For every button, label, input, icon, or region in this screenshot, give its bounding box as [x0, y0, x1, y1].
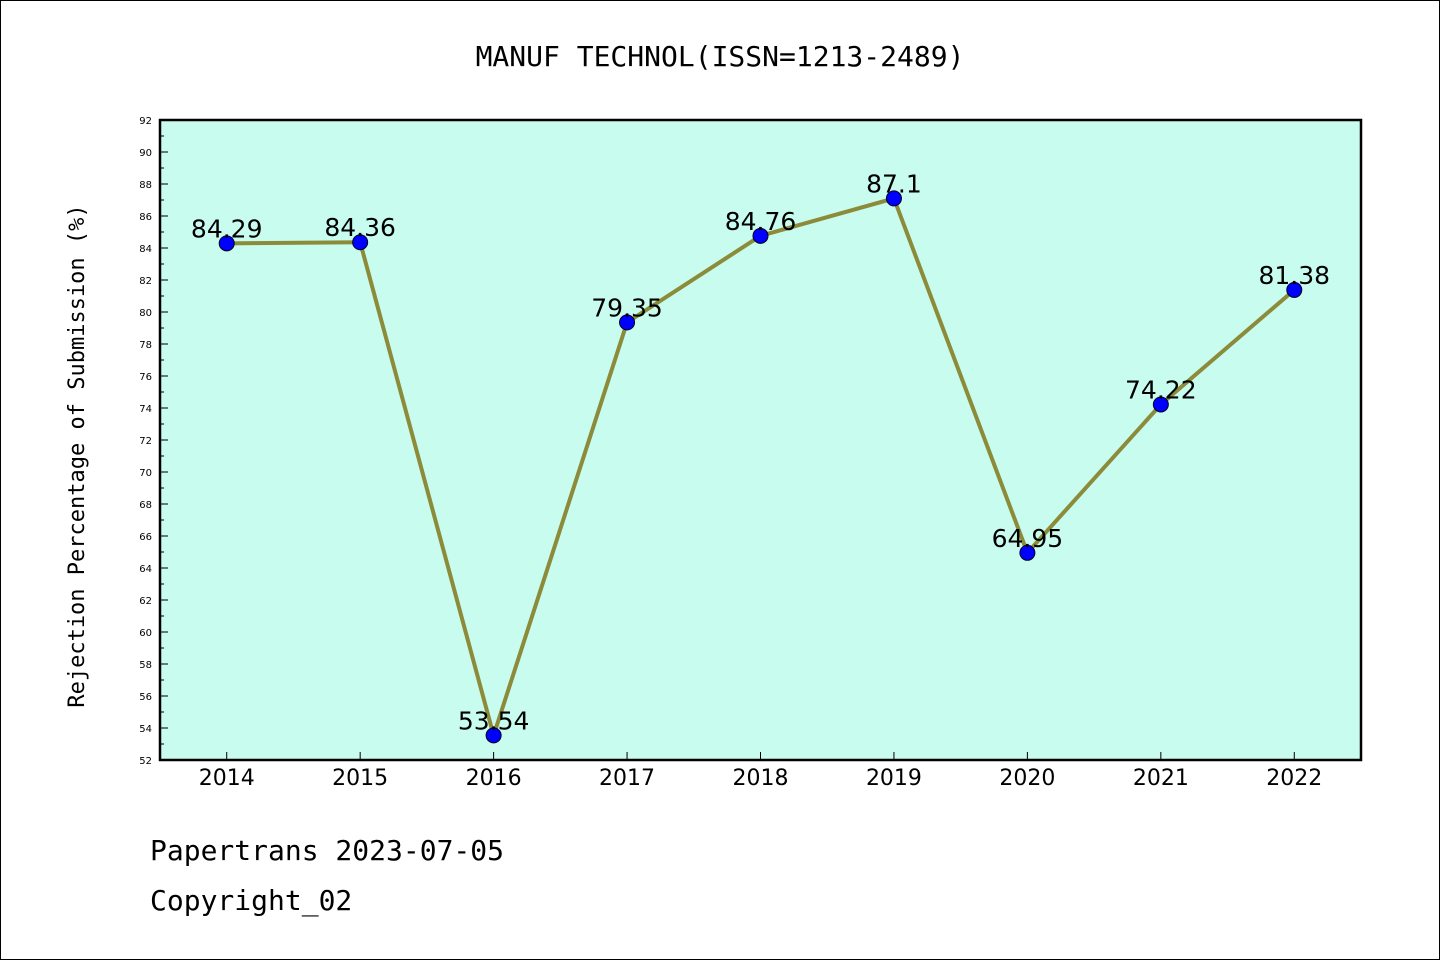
data-label: 79.35	[591, 293, 663, 322]
footer-copyright: Copyright_02	[150, 884, 353, 917]
y-tick-label: 90	[139, 148, 152, 159]
y-tick-label: 60	[139, 628, 152, 639]
x-tick-label: 2019	[866, 766, 922, 791]
x-tick-label: 2020	[999, 766, 1055, 791]
y-tick-label: 70	[139, 468, 152, 479]
x-tick-label: 2014	[199, 766, 255, 791]
x-tick-label: 2018	[733, 766, 789, 791]
data-markers	[218, 190, 1303, 744]
y-tick-label: 74	[139, 404, 152, 415]
y-tick-label: 68	[139, 500, 152, 511]
y-tick-label: 82	[139, 276, 152, 287]
data-label: 84.76	[725, 207, 797, 236]
y-tick-label: 80	[139, 308, 152, 319]
y-tick-label: 64	[139, 564, 152, 575]
chart-title: MANUF TECHNOL(ISSN=1213-2489)	[476, 40, 965, 73]
y-tick-label: 62	[139, 596, 152, 607]
y-tick-label: 88	[139, 180, 152, 191]
data-point-marker	[485, 727, 502, 744]
data-label: 74.22	[1125, 375, 1197, 404]
data-point-marker	[1286, 281, 1303, 298]
data-labels: 84.29 84.36 53.54 79.35 84.76 87.1 64.95 74.22 8…	[191, 169, 1330, 735]
data-label: 84.29	[191, 214, 263, 243]
data-point-marker	[352, 234, 369, 251]
data-label: 84.36	[324, 213, 396, 242]
data-point-marker	[218, 235, 235, 252]
y-tick-label: 52	[139, 756, 152, 767]
y-tick-label: 72	[139, 436, 152, 447]
y-tick-label: 66	[139, 532, 152, 543]
x-tick-label: 2022	[1266, 766, 1322, 791]
data-label: 64.95	[992, 524, 1064, 553]
y-tick-label: 76	[139, 372, 152, 383]
x-tick-label: 2016	[466, 766, 522, 791]
x-tick-label: 2017	[599, 766, 655, 791]
y-tick-label: 58	[139, 660, 152, 671]
data-point-marker	[752, 227, 769, 244]
plot-area	[160, 120, 1361, 760]
data-point-marker	[1152, 396, 1169, 413]
y-axis-label: Rejection Percentage of Submission (%)	[65, 204, 90, 707]
x-tick-label: 2015	[332, 766, 388, 791]
y-tick-label: 86	[139, 212, 152, 223]
footer-date: Papertrans 2023-07-05	[150, 834, 505, 867]
y-axis-ticks: 52 54 56 58 60 62 64 66 68 70 72 74 76 78 80 82 84 86 88 90…	[139, 116, 168, 767]
y-tick-label: 56	[139, 692, 152, 703]
data-point-marker	[885, 190, 902, 207]
x-tick-label: 2021	[1133, 766, 1189, 791]
plot-border	[158, 118, 1363, 762]
x-axis-ticks: 2014 2015 2016 2017 2018 2019 2020 2021 2022	[199, 752, 1322, 791]
y-tick-label: 92	[139, 116, 152, 127]
y-tick-label: 54	[139, 724, 152, 735]
data-label: 53.54	[458, 706, 530, 735]
data-label: 87.1	[866, 169, 922, 198]
data-point-marker	[619, 314, 636, 331]
data-point-marker	[1019, 544, 1036, 561]
data-label: 81.38	[1258, 261, 1330, 290]
y-tick-label: 78	[139, 340, 152, 351]
y-tick-label: 84	[139, 244, 152, 255]
